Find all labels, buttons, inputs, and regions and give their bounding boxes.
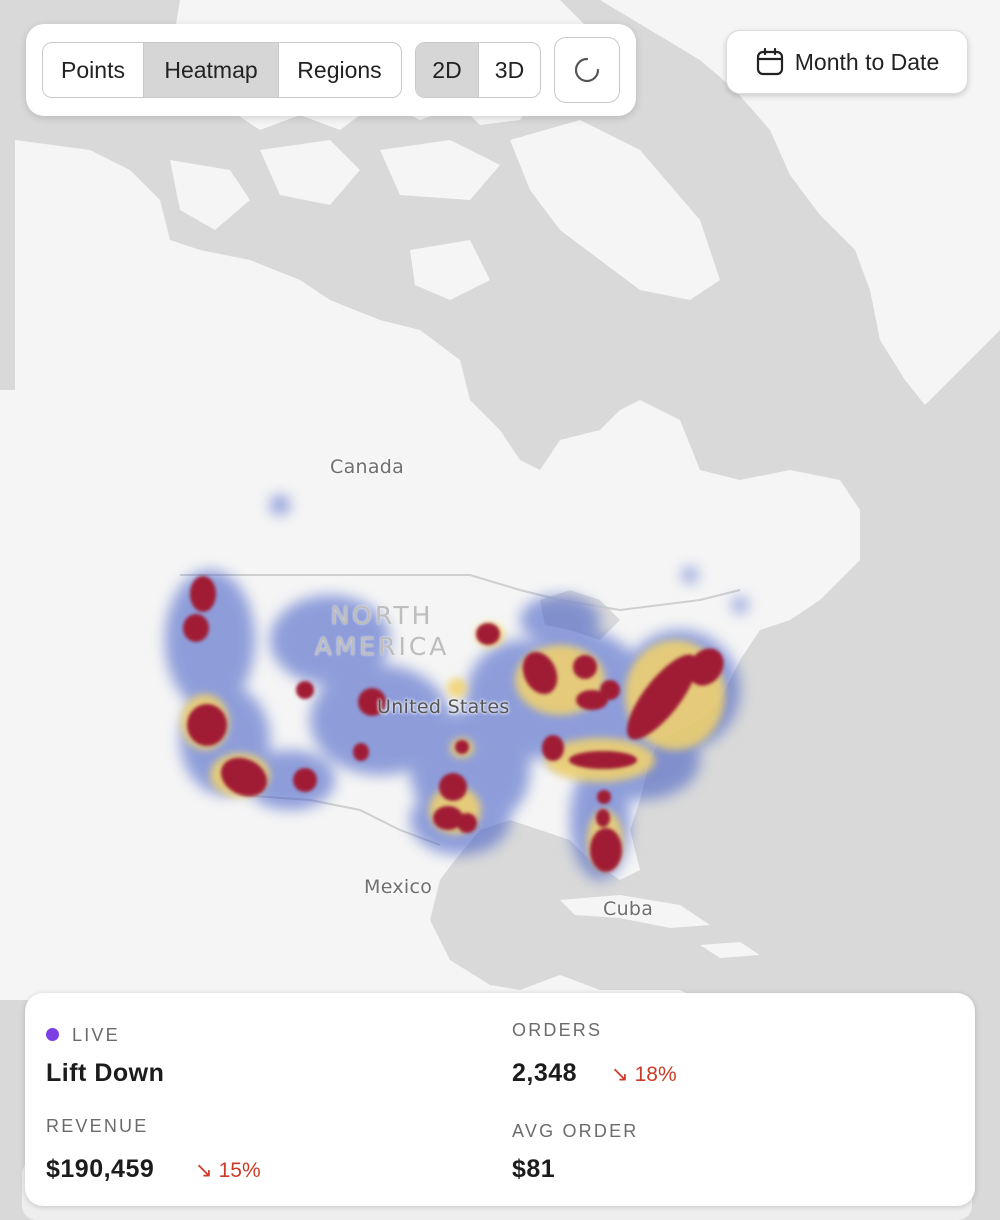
heatmap-view-button[interactable]: Heatmap bbox=[144, 43, 279, 97]
hudson-bay bbox=[470, 300, 630, 440]
cuba-landmass bbox=[560, 895, 710, 928]
arrow-down-right-icon: ↘ bbox=[611, 1063, 629, 1086]
refresh-button[interactable] bbox=[554, 37, 620, 103]
orders-label: ORDERS bbox=[512, 1020, 603, 1040]
revenue-change: ↘ 15% bbox=[195, 1158, 261, 1183]
map-label-cuba: Cuba bbox=[603, 898, 654, 920]
map-label-united-states: United States bbox=[377, 696, 510, 718]
arctic-island bbox=[380, 140, 500, 200]
map-label-continent: NORTH AMERICA bbox=[312, 600, 452, 662]
map-label-canada: Canada bbox=[330, 456, 405, 478]
map-label-america: AMERICA bbox=[314, 632, 450, 661]
stats-title: Lift Down bbox=[46, 1059, 165, 1087]
orders-change: ↘ 18% bbox=[611, 1062, 677, 1087]
live-status-dot bbox=[46, 1028, 59, 1041]
heatmap-high-density-layer bbox=[183, 576, 724, 872]
map-label-mexico: Mexico bbox=[364, 876, 433, 898]
loading-spinner-icon bbox=[574, 57, 600, 83]
date-range-button[interactable]: Month to Date bbox=[726, 30, 968, 94]
gulf-of-mexico bbox=[450, 835, 600, 905]
3d-view-button[interactable]: 3D bbox=[494, 56, 525, 83]
arctic-island bbox=[510, 120, 720, 300]
caribbean-island bbox=[700, 942, 760, 958]
calendar-icon bbox=[756, 47, 783, 76]
map-label-north: NORTH bbox=[330, 601, 434, 630]
revenue-change-value: 15% bbox=[218, 1158, 261, 1182]
stats-card: LIVE Lift Down REVENUE $190,459 ↘ 15% OR… bbox=[25, 993, 975, 1206]
dimension-segmented-control: 2D 3D bbox=[415, 42, 541, 98]
orders-value: 2,348 bbox=[512, 1059, 578, 1087]
map-toolbar: Points Heatmap Regions 2D 3D bbox=[26, 24, 636, 116]
avg-order-value: $81 bbox=[512, 1155, 556, 1183]
points-view-button[interactable]: Points bbox=[43, 43, 144, 97]
regions-view-button[interactable]: Regions bbox=[297, 56, 382, 83]
revenue-label: REVENUE bbox=[46, 1116, 149, 1136]
live-status-label: LIVE bbox=[72, 1025, 120, 1045]
arctic-island bbox=[260, 140, 360, 205]
revenue-value: $190,459 bbox=[46, 1155, 155, 1183]
arctic-island bbox=[170, 160, 250, 230]
greenland-landmass bbox=[600, 0, 1000, 405]
avg-order-label: AVG ORDER bbox=[512, 1121, 639, 1141]
date-range-label: Month to Date bbox=[794, 48, 940, 75]
orders-change-value: 18% bbox=[634, 1062, 677, 1086]
arctic-island bbox=[410, 240, 490, 300]
2d-view-button[interactable]: 2D bbox=[416, 43, 479, 97]
arrow-down-right-icon: ↘ bbox=[195, 1159, 213, 1182]
view-mode-segmented-control: Points Heatmap Regions bbox=[42, 42, 402, 98]
